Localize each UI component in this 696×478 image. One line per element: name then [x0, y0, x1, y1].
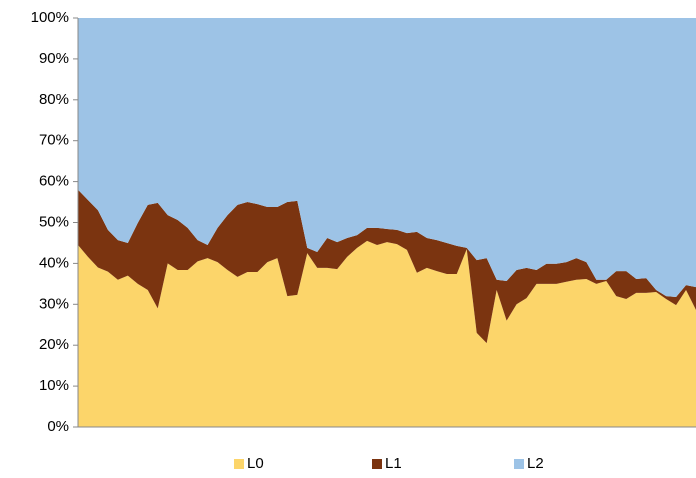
y-tick-label: 20%: [39, 336, 69, 353]
y-tick-label: 60%: [39, 173, 69, 190]
y-tick-label: 90%: [39, 50, 69, 67]
legend-label: L1: [385, 455, 402, 472]
legend-label: L0: [247, 455, 264, 472]
area: [78, 189, 696, 344]
y-tick-label: 80%: [39, 91, 69, 108]
legend-label: L2: [527, 455, 544, 472]
y-tick-label: 30%: [39, 295, 69, 312]
y-tick-label: 10%: [39, 377, 69, 394]
y-tick-label: 100%: [31, 9, 69, 26]
y-tick-label: 40%: [39, 254, 69, 271]
legend-swatch: [372, 459, 382, 469]
legend-swatch: [234, 459, 244, 469]
area: [78, 240, 696, 427]
area: [78, 18, 696, 297]
y-tick-label: 70%: [39, 132, 69, 149]
y-tick-label: 0%: [47, 418, 69, 435]
legend-swatch: [514, 459, 524, 469]
y-tick-label: 50%: [39, 213, 69, 230]
